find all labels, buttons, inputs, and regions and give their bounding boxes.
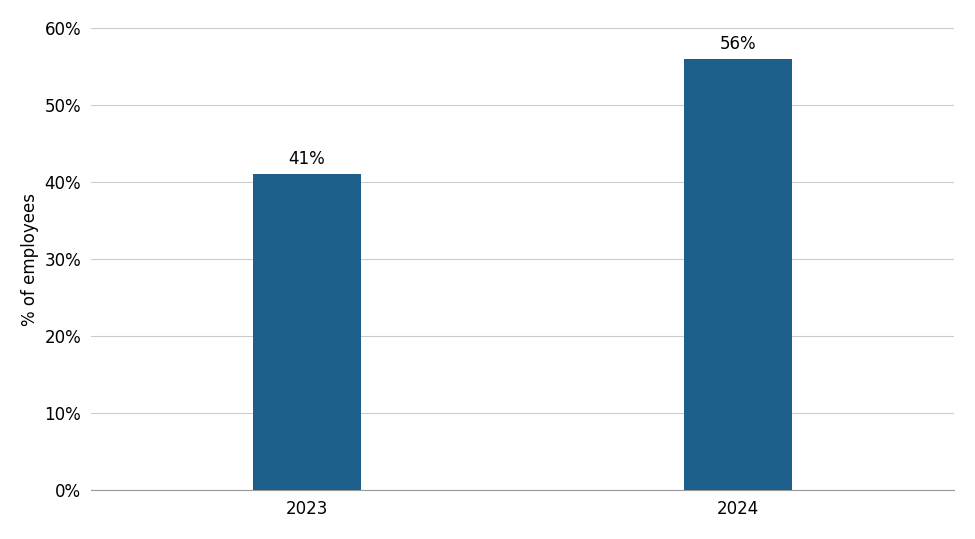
Y-axis label: % of employees: % of employees [20, 192, 39, 326]
Bar [684, 59, 793, 490]
Bar [253, 174, 361, 490]
Text: 41%: 41% [289, 150, 325, 168]
Text: 56%: 56% [720, 34, 757, 52]
